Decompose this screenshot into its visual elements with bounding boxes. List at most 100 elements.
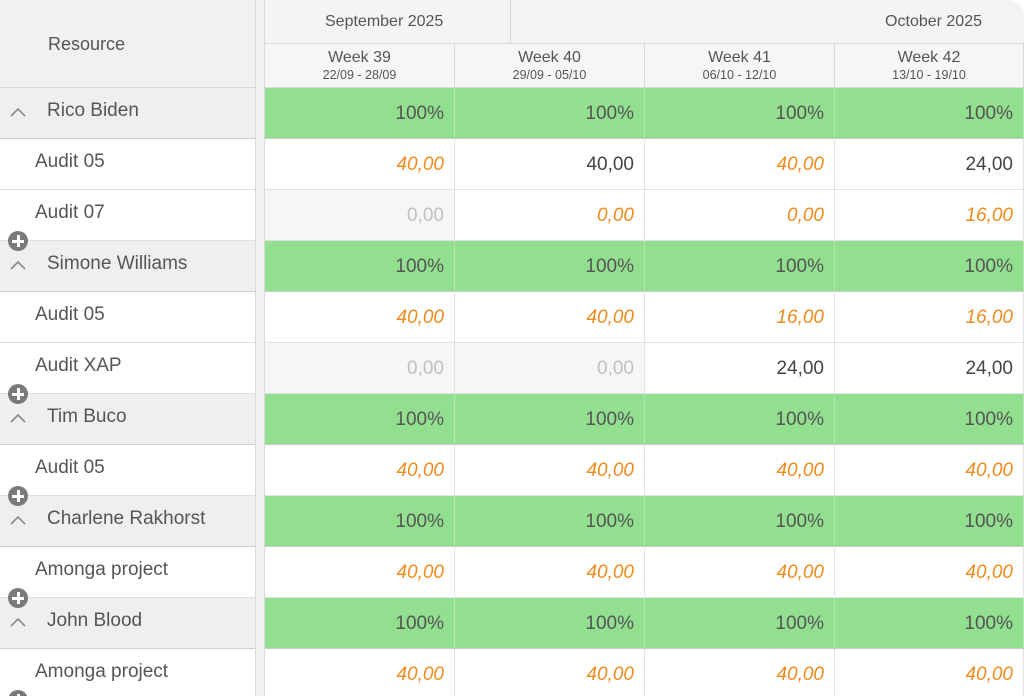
hours-row: 40,00 40,00 16,00 16,00 (265, 292, 1024, 343)
allocation-row: 100% 100% 100% 100% (265, 88, 1024, 139)
hours-cell[interactable]: 0,00 (645, 190, 835, 241)
allocation-cell[interactable]: 100% (835, 394, 1024, 445)
chevron-up-icon[interactable] (9, 105, 27, 117)
allocation-cell[interactable]: 100% (265, 394, 455, 445)
hours-cell[interactable]: 24,00 (645, 343, 835, 394)
task-name: Amonga project (35, 661, 169, 682)
allocation-cell[interactable]: 100% (835, 241, 1024, 292)
hours-cell[interactable]: 16,00 (835, 292, 1024, 343)
resource-group-row[interactable]: Simone Williams (0, 241, 255, 292)
hours-cell[interactable]: 40,00 (645, 547, 835, 598)
allocation-cell[interactable]: 100% (455, 496, 645, 547)
hours-cell[interactable]: 24,00 (835, 139, 1024, 190)
allocation-cell[interactable]: 100% (265, 88, 455, 139)
hours-cell[interactable]: 40,00 (645, 649, 835, 696)
resource-name: Simone Williams (47, 253, 188, 274)
hours-cell[interactable]: 40,00 (835, 649, 1024, 696)
allocation-row: 100% 100% 100% 100% (265, 394, 1024, 445)
task-name: Audit 07 (35, 202, 105, 223)
resource-name: Charlene Rakhorst (47, 508, 206, 529)
chevron-up-icon[interactable] (9, 513, 27, 525)
allocation-cell[interactable]: 100% (645, 241, 835, 292)
hours-cell[interactable]: 40,00 (265, 139, 455, 190)
month-header-october: October 2025 (511, 0, 1024, 44)
column-splitter[interactable] (255, 0, 265, 696)
resource-group-row[interactable]: Tim Buco (0, 394, 255, 445)
hours-cell[interactable]: 40,00 (265, 547, 455, 598)
allocation-cell[interactable]: 100% (455, 394, 645, 445)
hours-cell[interactable]: 40,00 (455, 139, 645, 190)
hours-cell[interactable]: 40,00 (645, 139, 835, 190)
hours-cell[interactable]: 40,00 (835, 547, 1024, 598)
week-header[interactable]: Week 39 22/09 - 28/09 (265, 44, 455, 88)
week-header[interactable]: Week 42 13/10 - 19/10 (835, 44, 1024, 88)
allocation-row: 100% 100% 100% 100% (265, 241, 1024, 292)
hours-cell[interactable]: 40,00 (455, 649, 645, 696)
task-row[interactable]: Amonga project (0, 547, 255, 598)
hours-cell[interactable]: 40,00 (455, 445, 645, 496)
plus-circle-icon[interactable] (8, 588, 28, 608)
chevron-up-icon[interactable] (9, 411, 27, 423)
allocation-cell[interactable]: 100% (835, 496, 1024, 547)
hours-cell[interactable]: 40,00 (265, 445, 455, 496)
task-row[interactable]: Audit 07 (0, 190, 255, 241)
hours-cell[interactable]: 40,00 (835, 445, 1024, 496)
resource-header[interactable]: Resource (0, 0, 255, 88)
allocation-cell[interactable]: 100% (835, 88, 1024, 139)
task-name: Audit 05 (35, 457, 105, 478)
task-name: Audit XAP (35, 355, 122, 376)
hours-cell[interactable]: 40,00 (645, 445, 835, 496)
hours-row: 0,00 0,00 0,00 16,00 (265, 190, 1024, 241)
plus-circle-icon[interactable] (8, 690, 28, 696)
chevron-up-icon[interactable] (9, 615, 27, 627)
task-row[interactable]: Audit XAP (0, 343, 255, 394)
week-header[interactable]: Week 40 29/09 - 05/10 (455, 44, 645, 88)
allocation-cell[interactable]: 100% (645, 598, 835, 649)
resource-name: Rico Biden (47, 100, 139, 121)
allocation-cell[interactable]: 100% (265, 241, 455, 292)
hours-cell[interactable]: 40,00 (265, 292, 455, 343)
week-label: Week 41 (708, 49, 771, 66)
hours-cell[interactable]: 40,00 (455, 547, 645, 598)
hours-cell[interactable]: 0,00 (455, 190, 645, 241)
allocation-cell[interactable]: 100% (645, 88, 835, 139)
hours-cell[interactable]: 40,00 (455, 292, 645, 343)
allocation-cell[interactable]: 100% (645, 496, 835, 547)
allocation-cell[interactable]: 100% (455, 88, 645, 139)
month-header-september: September 2025 (265, 0, 511, 44)
hours-cell[interactable]: 0,00 (455, 343, 645, 394)
resource-group-row[interactable]: Rico Biden (0, 88, 255, 139)
allocation-cell[interactable]: 100% (835, 598, 1024, 649)
task-row[interactable]: Audit 05 (0, 139, 255, 190)
task-row[interactable]: Amonga project (0, 649, 255, 696)
allocation-cell[interactable]: 100% (645, 394, 835, 445)
plus-circle-icon[interactable] (8, 231, 28, 251)
hours-row: 40,00 40,00 40,00 40,00 (265, 445, 1024, 496)
hours-cell[interactable]: 0,00 (265, 343, 455, 394)
schedule-grid: September 2025 October 2025 Week 39 22/09… (265, 0, 1024, 696)
hours-cell[interactable]: 24,00 (835, 343, 1024, 394)
week-header[interactable]: Week 41 06/10 - 12/10 (645, 44, 835, 88)
allocation-row: 100% 100% 100% 100% (265, 598, 1024, 649)
week-date-range: 29/09 - 05/10 (512, 68, 587, 82)
resource-group-row[interactable]: John Blood (0, 598, 255, 649)
plus-circle-icon[interactable] (8, 486, 28, 506)
allocation-cell[interactable]: 100% (455, 241, 645, 292)
allocation-cell[interactable]: 100% (455, 598, 645, 649)
hours-cell[interactable]: 0,00 (265, 190, 455, 241)
allocation-cell[interactable]: 100% (265, 496, 455, 547)
hours-cell[interactable]: 16,00 (645, 292, 835, 343)
hours-cell[interactable]: 16,00 (835, 190, 1024, 241)
task-name: Audit 05 (35, 151, 105, 172)
resource-group-row[interactable]: Charlene Rakhorst (0, 496, 255, 547)
month-label: September 2025 (325, 13, 444, 30)
week-date-range: 13/10 - 19/10 (892, 68, 966, 82)
hours-cell[interactable]: 40,00 (265, 649, 455, 696)
task-row[interactable]: Audit 05 (0, 292, 255, 343)
plus-circle-icon[interactable] (8, 384, 28, 404)
allocation-cell[interactable]: 100% (265, 598, 455, 649)
chevron-up-icon[interactable] (9, 258, 27, 270)
hours-row: 40,00 40,00 40,00 40,00 (265, 547, 1024, 598)
task-row[interactable]: Audit 05 (0, 445, 255, 496)
